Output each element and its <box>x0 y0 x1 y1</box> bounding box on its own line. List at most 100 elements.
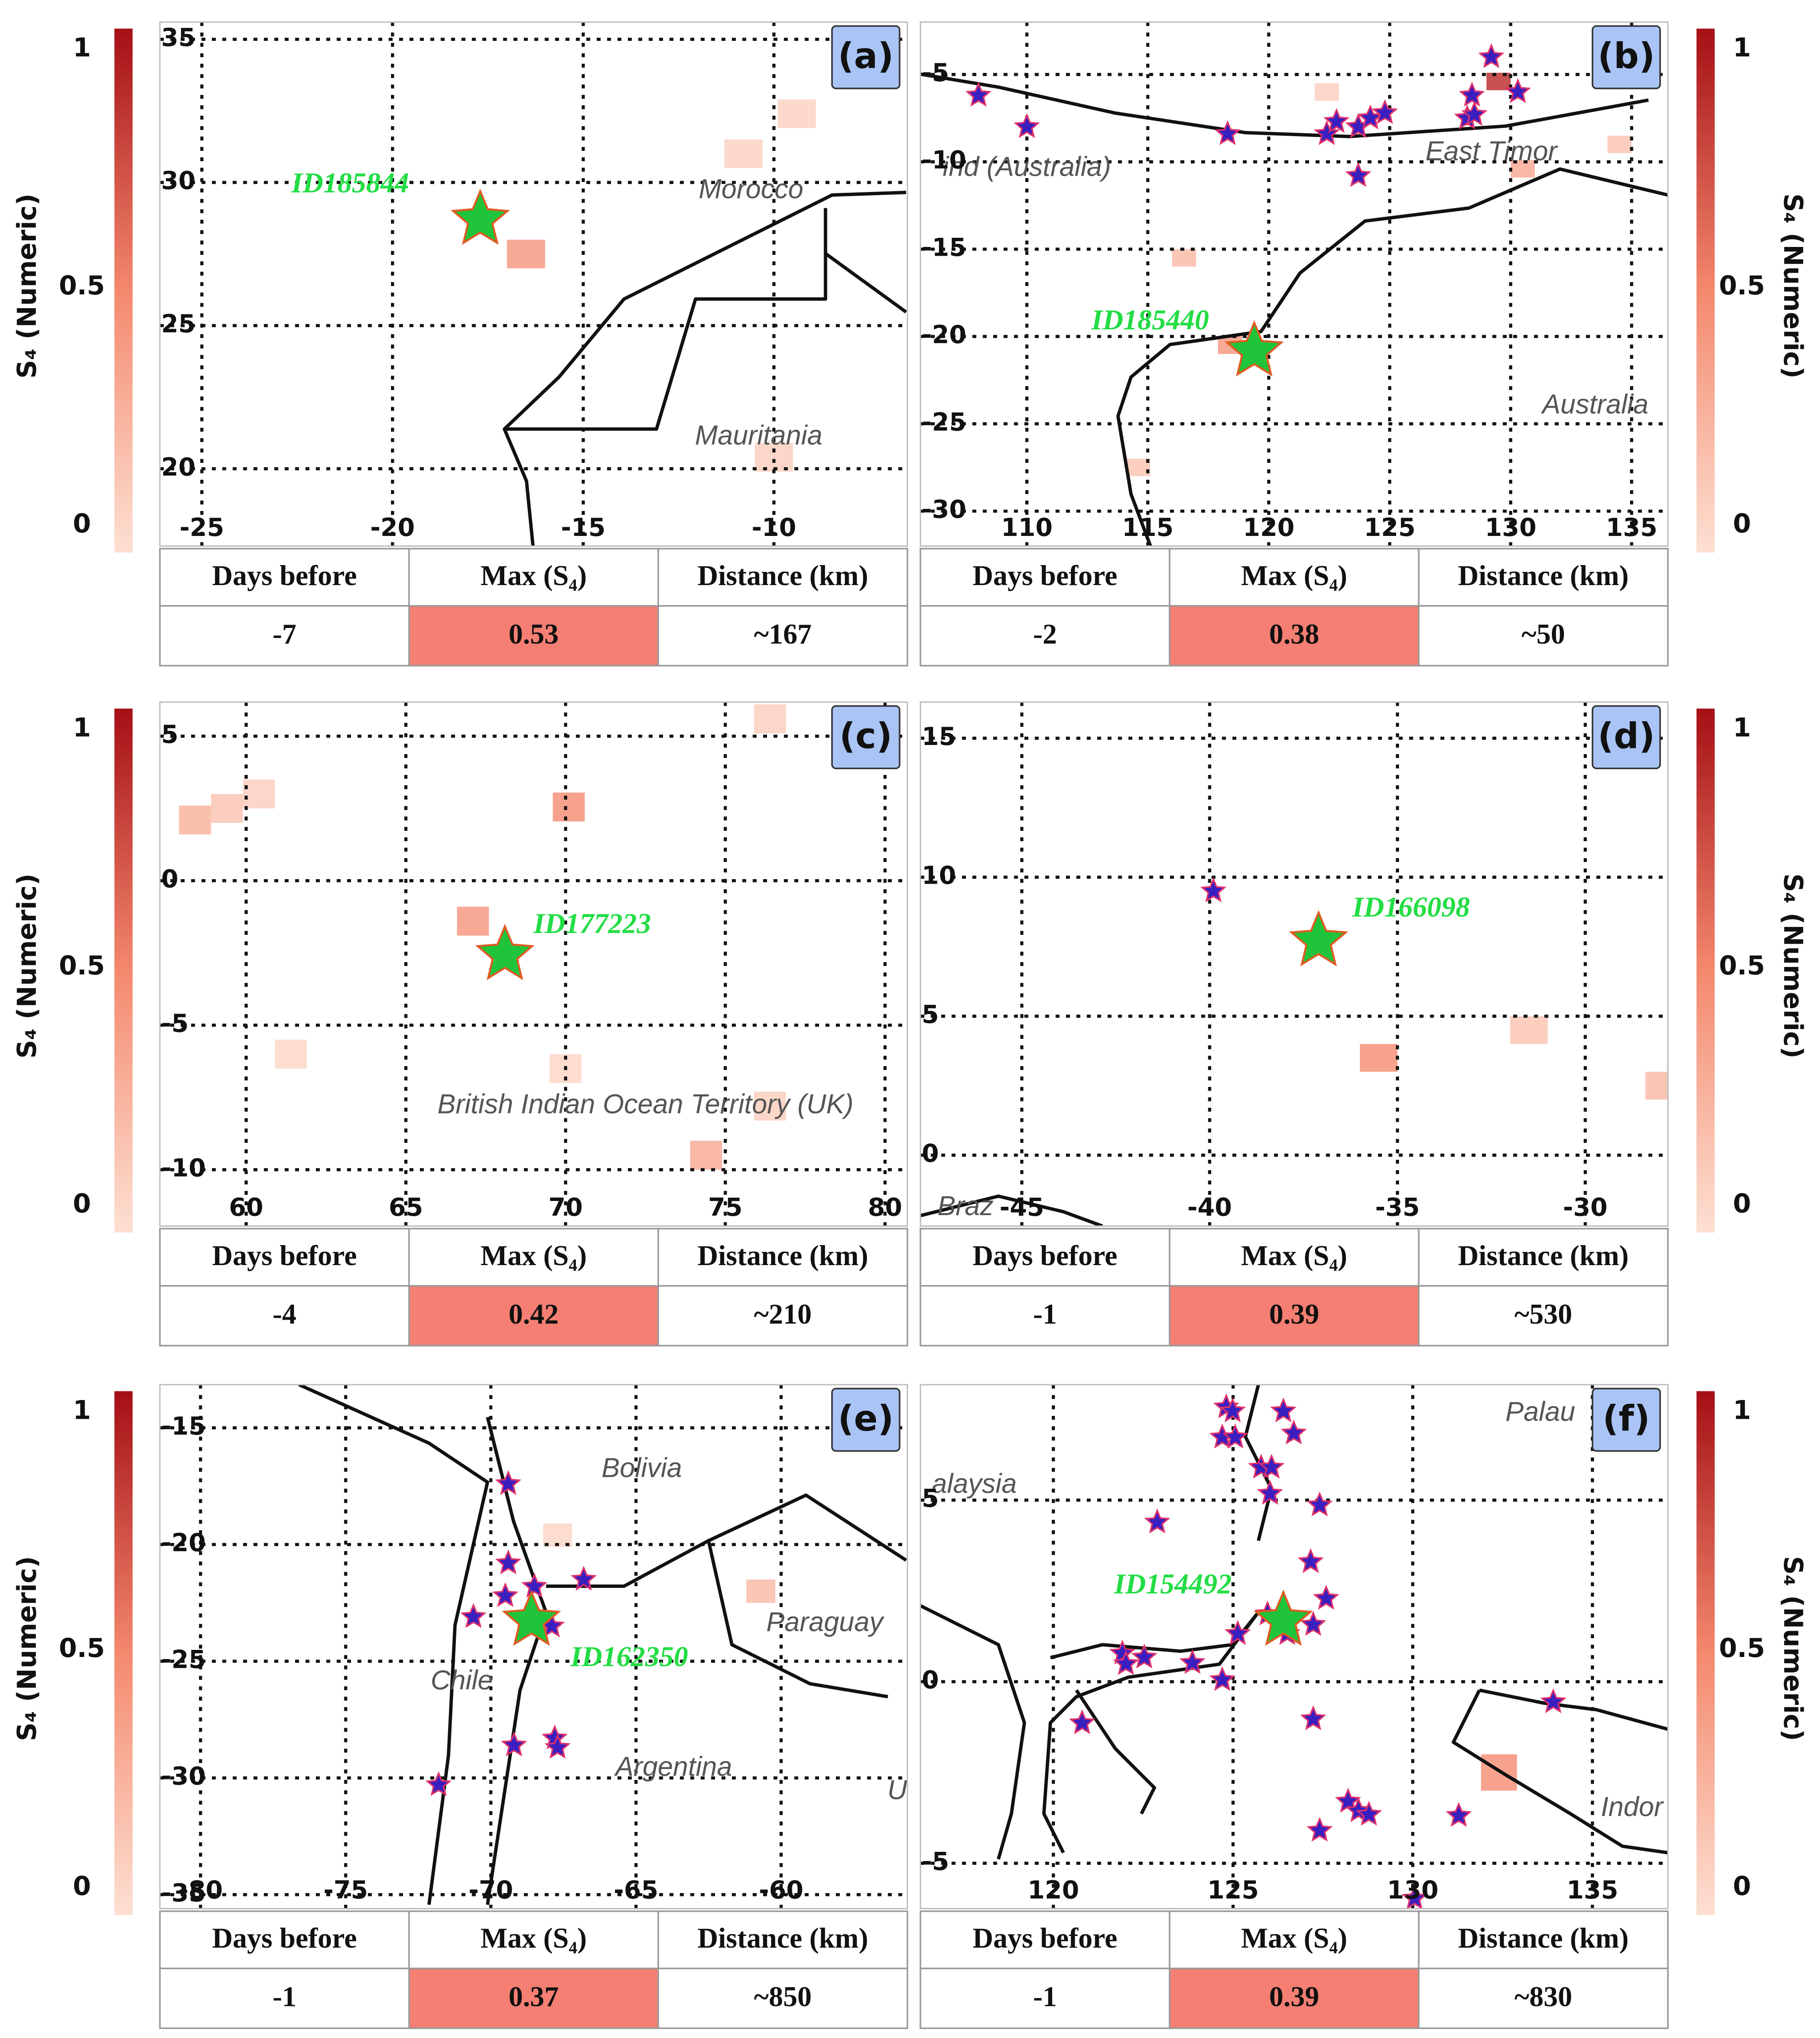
y-tick-label: 5 <box>161 720 178 749</box>
place-label: Indor <box>1601 1791 1665 1822</box>
ionosphere-cell <box>275 1039 307 1069</box>
panel-label-box <box>831 705 901 770</box>
colorbar <box>1696 708 1715 1233</box>
table-value: 0.38 <box>1269 618 1319 650</box>
table-header: Days before <box>212 1922 357 1954</box>
panel: Morocco Mauritania ID185844 -25 -20 -15 -10 20… <box>12 21 909 667</box>
x-tick-label: 125 <box>1207 1876 1259 1904</box>
earthquake-star <box>1307 1491 1333 1517</box>
coastline <box>920 72 1668 546</box>
ionosphere-cell <box>754 443 793 472</box>
colorbar-tick-label: 1 <box>1733 1395 1751 1425</box>
place-label: Mauritania <box>695 420 822 450</box>
y-tick-label: -20 <box>922 320 966 349</box>
place-label: Morocco <box>699 174 803 204</box>
place-label: Argentina <box>614 1751 732 1781</box>
table-header-cell <box>1169 548 1420 607</box>
table-cell <box>159 1968 410 2029</box>
x-tick-label: -45 <box>999 1193 1044 1222</box>
panel-label-box <box>1591 705 1661 770</box>
earthquake-star <box>1215 120 1241 145</box>
ionosphere-cell <box>754 1091 786 1121</box>
earthquake-star <box>1372 99 1398 124</box>
earthquake-star <box>544 1734 571 1759</box>
table-cell <box>408 1968 659 2029</box>
colorbar-tick-label: 1 <box>73 713 91 743</box>
map-frame <box>919 701 1669 1227</box>
map: Bolivia Paraguay Chile Argentina U ID162350 <box>160 1385 908 1909</box>
table-header-cell <box>657 1228 909 1287</box>
y-tick-label: 5 <box>922 1000 939 1029</box>
ionosphere-cell <box>754 704 786 733</box>
y-tick-label: 20 <box>161 453 196 481</box>
y-tick-label: -5 <box>922 58 949 87</box>
event-star <box>475 924 535 980</box>
table-header: Days before <box>973 1922 1118 1954</box>
ionosphere-cell <box>746 1580 776 1603</box>
table-header-cell <box>919 1910 1170 1969</box>
panel-label: (d) <box>1598 715 1655 756</box>
table-value: 0.53 <box>509 618 559 650</box>
panel-label-box <box>1591 1388 1661 1452</box>
earthquake-star <box>1505 78 1531 103</box>
table-header-cell <box>159 1228 410 1287</box>
x-tick-label: 115 <box>1122 513 1174 542</box>
ionosphere-cell <box>1126 458 1150 476</box>
table-header: Distance (km) <box>1458 1922 1628 1954</box>
event-label: ID166098 <box>1352 891 1470 923</box>
table-value: -2 <box>1033 618 1057 650</box>
ionosphere-cell <box>1172 249 1196 267</box>
table-header-cell <box>1418 548 1669 607</box>
place-label: Palau <box>1505 1396 1575 1427</box>
ionosphere-cell <box>179 805 211 835</box>
table-value: ~50 <box>1521 618 1565 650</box>
place-label: Bolivia <box>602 1453 682 1483</box>
colorbar-tick-label: 1 <box>1733 713 1751 743</box>
earthquake-star <box>1461 101 1488 126</box>
y-tick-label: 25 <box>161 309 196 338</box>
map-frame <box>919 1384 1669 1909</box>
earthquake-star <box>1459 82 1485 107</box>
panel-label-box <box>1591 25 1661 90</box>
earthquake-star <box>1258 1454 1285 1479</box>
earthquake-star <box>1131 1643 1158 1669</box>
table-cell <box>159 605 410 667</box>
earthquake-star <box>1222 1423 1248 1449</box>
table-cell <box>1169 1285 1420 1347</box>
place-label: East Timor <box>1425 136 1558 166</box>
table-cell <box>919 1285 1170 1347</box>
table-header: Max (S₄) <box>481 1922 587 1954</box>
ionosphere-cell <box>1315 83 1339 101</box>
table-value: ~850 <box>754 1981 812 2013</box>
table-value: ~167 <box>754 618 812 650</box>
x-tick-label: 130 <box>1485 513 1536 542</box>
table-header: Days before <box>973 1240 1118 1271</box>
map-frame <box>919 21 1669 547</box>
earthquake-star <box>1478 43 1504 68</box>
x-tick-label: -60 <box>759 1876 803 1904</box>
panel-label: (a) <box>838 35 894 76</box>
earthquake-star <box>1446 1802 1472 1827</box>
y-tick-label: -20 <box>161 1528 206 1557</box>
colorbar-tick-label: 1 <box>73 1395 91 1425</box>
earthquake-star <box>492 1582 519 1607</box>
event-label: ID185844 <box>291 167 409 199</box>
event-star <box>1289 910 1348 967</box>
ionosphere-cell <box>553 792 585 822</box>
y-tick-label: -10 <box>922 146 966 174</box>
place-label: Braz <box>937 1191 993 1221</box>
colorbar-tick-label: 0 <box>73 1871 91 1901</box>
table-header-cell <box>408 1910 659 1969</box>
x-tick-label: 80 <box>868 1193 902 1222</box>
x-tick-label: 125 <box>1364 513 1416 542</box>
event-star <box>502 1589 561 1646</box>
ionosphere-cell <box>1486 72 1511 90</box>
place-label: British Indian Ocean Territory (UK) <box>437 1089 853 1119</box>
earthquake-star <box>1257 1480 1283 1505</box>
table-value: 0.39 <box>1269 1981 1319 2013</box>
earthquake-star <box>521 1572 548 1598</box>
earthquake-star <box>1345 162 1372 187</box>
colorbar-tick-label: 0.5 <box>1719 270 1765 301</box>
table-header: Max (S₄) <box>481 1240 587 1271</box>
